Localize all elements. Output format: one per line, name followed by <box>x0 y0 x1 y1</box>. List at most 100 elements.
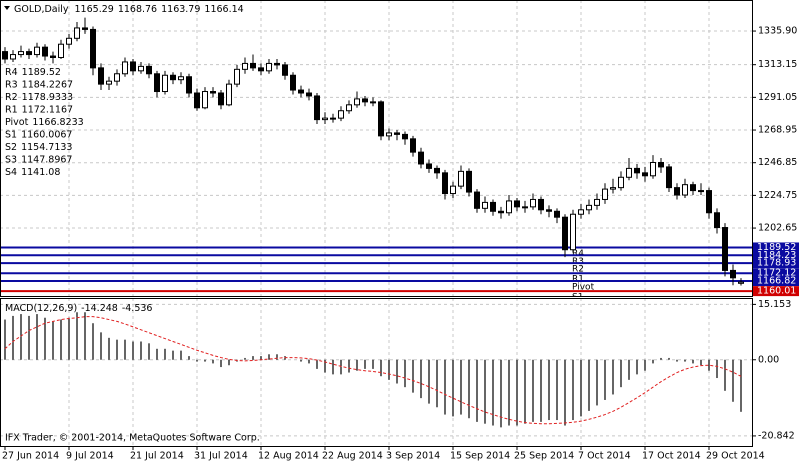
candle-body <box>370 101 376 104</box>
candle-body <box>706 190 712 214</box>
pivot-price-label: 1166.82 <box>757 276 796 287</box>
close-value: 1166.14 <box>204 4 243 15</box>
candle-body <box>426 163 432 169</box>
pivot-name: S4 <box>5 167 17 178</box>
pivot-name: S1 <box>5 129 17 140</box>
candle-body <box>410 138 416 153</box>
chart-header: GOLD,Daily 1165.29 1168.76 1163.79 1166.14 <box>14 4 244 15</box>
candle-body <box>346 104 352 112</box>
candle-body <box>394 132 400 135</box>
candle-body <box>162 74 168 93</box>
pivot-level-text: Pivot 1166.8233 <box>5 117 84 128</box>
pivot-line-name: R4 <box>572 249 584 259</box>
candle-body <box>634 167 640 174</box>
candle-body <box>362 98 368 103</box>
y-tick-label: 1268.95 <box>758 125 797 136</box>
macd-main-value: -14.248 <box>81 303 118 314</box>
candle-body <box>50 55 56 59</box>
candle-body <box>226 83 232 106</box>
candle-body <box>146 65 152 75</box>
candle-body <box>618 176 624 189</box>
candle-body <box>290 74 296 91</box>
candle-body <box>314 95 320 121</box>
y-tick-label: 1246.85 <box>758 157 797 168</box>
pivot-price-label: 1172.12 <box>757 268 796 279</box>
candle-body <box>730 269 736 279</box>
pivot-name: R1 <box>5 104 18 115</box>
labels: GOLD,Daily 1165.29 1168.76 1163.79 1166.14 M… <box>2 4 797 462</box>
candle-body <box>218 92 224 106</box>
candle-body <box>186 76 192 94</box>
candle-body <box>250 62 256 69</box>
pivot-value: 1178.9333 <box>22 92 73 103</box>
candle-body <box>266 62 272 72</box>
candle-body <box>530 198 536 208</box>
high-value: 1168.76 <box>118 4 157 15</box>
candle-body <box>66 37 72 45</box>
pivot-line-name: Pivot <box>572 283 595 293</box>
candle-body <box>138 65 144 72</box>
pivot-line-name: S1 <box>572 293 583 303</box>
macd-label: MACD(12,26,9) <box>5 303 77 314</box>
candle-body <box>170 74 176 81</box>
candle-body <box>594 198 600 206</box>
macd-header: MACD(12,26,9) -14.248 -4.536 <box>5 303 152 314</box>
y-tick-label: 0.00 <box>758 354 779 365</box>
candle-body <box>98 67 104 85</box>
y-tick-label: -20.842 <box>758 430 795 441</box>
macd-frame <box>0 298 753 447</box>
candle-body <box>210 91 216 94</box>
pivot-level-text: S2 1154.7133 <box>5 142 72 153</box>
candle-body <box>378 101 384 137</box>
candle-body <box>130 61 136 72</box>
x-tick-label: 3 Sep 2014 <box>386 451 440 462</box>
x-tick-label: 27 Jun 2014 <box>2 451 59 462</box>
pivot-level-text: S1 1160.0067 <box>5 129 72 140</box>
pivot-line-name: R3 <box>572 257 584 267</box>
candle-body <box>114 73 120 82</box>
symbol: GOLD,Daily <box>14 4 69 15</box>
candle-body <box>330 117 336 120</box>
y-tick-label: 1202.65 <box>758 223 797 234</box>
candle-body <box>42 46 48 57</box>
candle-body <box>554 210 560 218</box>
candle-body <box>514 200 520 208</box>
pivot-name: S2 <box>5 142 17 153</box>
x-tick-label: 25 Sep 2014 <box>514 451 574 462</box>
pivot-value: 1160.0067 <box>21 129 72 140</box>
candle-body <box>674 187 680 196</box>
candle-body <box>722 227 728 271</box>
candle-body <box>506 200 512 214</box>
x-tick-label: 29 Oct 2014 <box>706 451 765 462</box>
y-tick-label: 1224.75 <box>758 190 797 201</box>
open-value: 1165.29 <box>75 4 114 15</box>
x-tick-label: 17 Oct 2014 <box>642 451 701 462</box>
pivot-value: 1154.7133 <box>21 142 72 153</box>
candle-body <box>354 98 360 106</box>
candle-body <box>18 51 24 56</box>
candle-body <box>122 61 128 75</box>
candle-body <box>106 80 112 85</box>
candle-body <box>522 206 528 209</box>
pivot-price-box <box>753 286 799 297</box>
pivot-name: R3 <box>5 79 18 90</box>
pivot-line-name: R1 <box>572 275 584 285</box>
candle-body <box>682 184 688 196</box>
candle-body <box>10 54 16 60</box>
candle-body <box>58 43 64 59</box>
x-tick-label: 21 Jul 2014 <box>130 451 184 462</box>
menu-arrow <box>4 6 10 10</box>
pivot-value: 1166.8233 <box>32 117 83 128</box>
macd-signal-line <box>4 316 742 425</box>
x-tick-label: 12 Aug 2014 <box>258 451 319 462</box>
candle-body <box>578 209 584 215</box>
candle-body <box>602 188 608 200</box>
candle-body <box>714 212 720 229</box>
candle-body <box>642 172 648 177</box>
pivot-value: 1172.1167 <box>22 104 73 115</box>
candle-body <box>34 46 40 56</box>
candle-body <box>466 170 472 193</box>
